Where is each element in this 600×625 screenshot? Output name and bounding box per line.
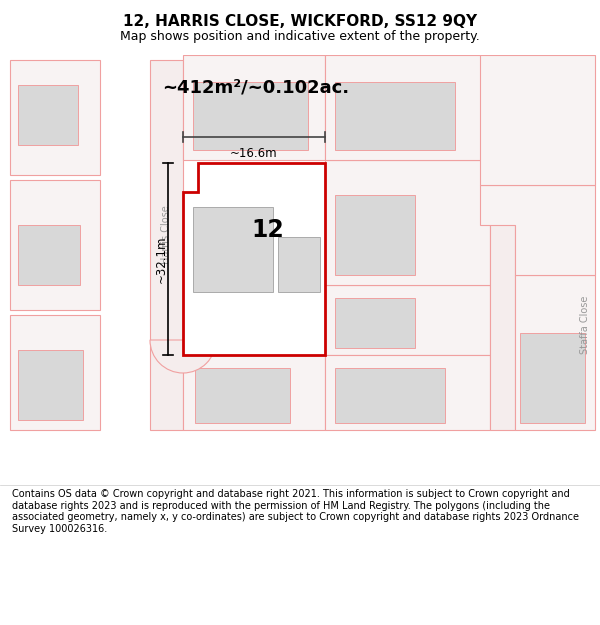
Polygon shape bbox=[183, 355, 325, 430]
Bar bbox=[193, 82, 308, 150]
Polygon shape bbox=[490, 55, 515, 430]
Polygon shape bbox=[10, 315, 100, 430]
Text: Staffa Close: Staffa Close bbox=[580, 296, 590, 354]
Text: ~16.6m: ~16.6m bbox=[230, 147, 278, 160]
Bar bbox=[193, 207, 273, 292]
Bar bbox=[18, 85, 78, 145]
Polygon shape bbox=[480, 55, 595, 185]
Polygon shape bbox=[150, 60, 183, 430]
Polygon shape bbox=[183, 55, 325, 160]
Polygon shape bbox=[10, 180, 100, 310]
Bar bbox=[520, 333, 585, 423]
Text: Map shows position and indicative extent of the property.: Map shows position and indicative extent… bbox=[120, 30, 480, 43]
Polygon shape bbox=[480, 185, 595, 275]
Polygon shape bbox=[325, 355, 490, 430]
Polygon shape bbox=[183, 163, 325, 355]
Bar bbox=[335, 368, 445, 423]
Bar bbox=[18, 225, 80, 285]
Text: ~32.1m: ~32.1m bbox=[155, 235, 167, 282]
Bar bbox=[195, 368, 290, 423]
Text: 12, HARRIS CLOSE, WICKFORD, SS12 9QY: 12, HARRIS CLOSE, WICKFORD, SS12 9QY bbox=[123, 14, 477, 29]
Polygon shape bbox=[515, 275, 595, 430]
Text: Harris Close: Harris Close bbox=[161, 206, 171, 264]
Bar bbox=[278, 237, 320, 292]
Bar bbox=[335, 298, 415, 348]
Bar bbox=[335, 82, 455, 150]
Polygon shape bbox=[325, 160, 490, 285]
Bar bbox=[335, 195, 415, 275]
Wedge shape bbox=[150, 340, 216, 373]
Polygon shape bbox=[10, 60, 100, 175]
Text: 12: 12 bbox=[251, 218, 284, 242]
Polygon shape bbox=[325, 285, 490, 355]
Text: ~412m²/~0.102ac.: ~412m²/~0.102ac. bbox=[162, 79, 349, 97]
Polygon shape bbox=[325, 55, 490, 160]
Text: Contains OS data © Crown copyright and database right 2021. This information is : Contains OS data © Crown copyright and d… bbox=[12, 489, 579, 534]
Bar bbox=[18, 350, 83, 420]
